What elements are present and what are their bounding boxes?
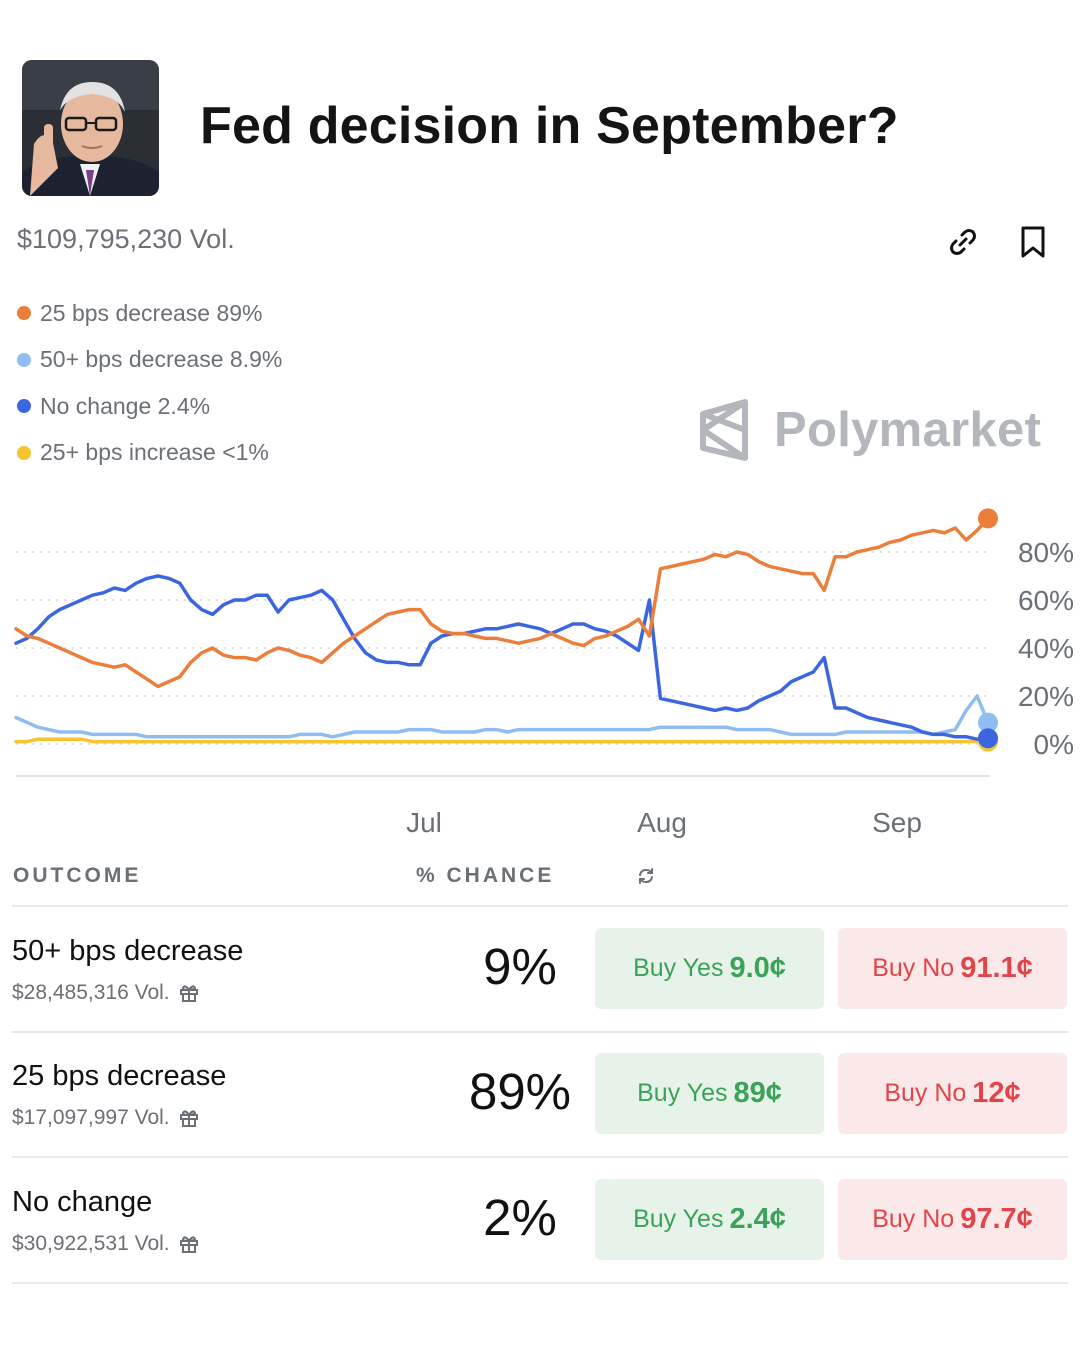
outcome-name: 25 bps decrease (12, 1060, 227, 1092)
refresh-icon (639, 868, 653, 884)
buy-yes-button[interactable]: Buy Yes 2.4¢ (595, 1179, 824, 1260)
series-line (14, 694, 990, 739)
legend-label: 50+ bps decrease 8.9% (40, 346, 283, 373)
refresh-button[interactable] (628, 858, 664, 894)
link-icon (950, 229, 976, 255)
series-end-dot (978, 728, 998, 749)
buy-yes-price: 2.4¢ (729, 1203, 786, 1235)
legend-label: No change 2.4% (40, 392, 211, 419)
outcome-row: 25 bps decrease $17,097,997 Vol. 89% Buy… (0, 1032, 1080, 1157)
page-title: Fed decision in September? (200, 97, 899, 155)
outcome-volume-text: $17,097,997 Vol. (12, 1106, 170, 1129)
series-end-dot (978, 712, 998, 733)
table-divider (12, 905, 1068, 907)
legend-item: No change 2.4% (17, 383, 282, 430)
outcome-volume: $17,097,997 Vol. (12, 1106, 199, 1130)
polymarket-logo-icon (700, 399, 748, 461)
gift-icon[interactable] (179, 1234, 199, 1254)
buy-yes-label: Buy Yes (633, 1205, 724, 1233)
outcome-volume: $30,922,531 Vol. (12, 1232, 199, 1256)
gift-icon[interactable] (179, 983, 199, 1003)
outcome-volume: $28,485,316 Vol. (12, 981, 199, 1005)
outcome-row: No change $30,922,531 Vol. 2% Buy Yes 2.… (0, 1158, 1080, 1283)
gift-icon[interactable] (179, 1108, 199, 1128)
buy-yes-price: 89¢ (733, 1077, 782, 1109)
outcome-volume-text: $28,485,316 Vol. (12, 981, 170, 1004)
buy-no-button[interactable]: Buy No 12¢ (838, 1053, 1067, 1134)
legend-dot (17, 445, 31, 460)
buy-no-label: Buy No (872, 954, 955, 982)
outcome-column-header: OUTCOME (13, 864, 142, 887)
outcome-name: 50+ bps decrease (12, 935, 244, 967)
market-volume: $109,795,230 Vol. (17, 224, 235, 254)
legend-item: 50+ bps decrease 8.9% (17, 337, 282, 384)
x-tick-label: Jul (406, 807, 442, 838)
legend-item: 25+ bps increase <1% (17, 430, 282, 477)
copy-link-button[interactable] (943, 222, 983, 262)
chart-legend: 25 bps decrease 89% 50+ bps decrease 8.9… (17, 290, 282, 476)
buy-yes-price: 9.0¢ (729, 952, 786, 984)
outcome-name: No change (12, 1186, 153, 1218)
outcome-volume-text: $30,922,531 Vol. (12, 1232, 170, 1255)
table-divider (12, 1031, 1068, 1033)
table-divider (12, 1156, 1068, 1158)
outcome-chance: 89% (468, 1063, 572, 1120)
buy-yes-button[interactable]: Buy Yes 9.0¢ (595, 928, 824, 1009)
y-tick-label: 60% (1018, 585, 1074, 616)
outcome-chance: 2% (483, 1189, 557, 1246)
x-tick-label: Aug (637, 807, 687, 838)
y-tick-label: 40% (1018, 633, 1074, 664)
table-divider (12, 1282, 1068, 1284)
outcome-chance: 9% (483, 938, 557, 995)
outcome-row: 50+ bps decrease $28,485,316 Vol. 9% Buy… (0, 907, 1080, 1032)
buy-yes-label: Buy Yes (633, 954, 724, 982)
legend-label: 25 bps decrease 89% (40, 299, 263, 326)
y-tick-label: 0% (1034, 729, 1074, 760)
buy-no-button[interactable]: Buy No 97.7¢ (838, 1179, 1067, 1260)
series-end-dot (978, 508, 998, 529)
bookmark-button[interactable] (1013, 222, 1053, 262)
series-line (14, 737, 990, 744)
legend-dot (17, 352, 31, 367)
buy-no-price: 91.1¢ (960, 952, 1033, 984)
buy-no-label: Buy No (872, 1205, 955, 1233)
buy-no-price: 12¢ (972, 1077, 1021, 1109)
legend-label: 25+ bps increase <1% (40, 439, 269, 466)
chance-column-header: % CHANCE (416, 864, 555, 887)
market-avatar (22, 60, 159, 196)
price-history-chart[interactable]: 80% 60% 40% 20% 0% Jul Aug Sep (0, 500, 1080, 850)
bookmark-icon (1021, 226, 1045, 258)
portrait-image (22, 60, 159, 196)
polymarket-watermark: Polymarket (696, 398, 1041, 462)
y-tick-label: 20% (1018, 681, 1074, 712)
legend-dot (17, 399, 31, 414)
buy-yes-label: Buy Yes (637, 1079, 728, 1107)
series-line (14, 574, 990, 741)
buy-no-price: 97.7¢ (960, 1203, 1033, 1235)
legend-dot (17, 306, 31, 321)
legend-item: 25 bps decrease 89% (17, 290, 282, 337)
buy-no-label: Buy No (884, 1079, 967, 1107)
buy-yes-button[interactable]: Buy Yes 89¢ (595, 1053, 824, 1134)
brand-name: Polymarket (774, 403, 1042, 457)
series-line (14, 516, 990, 689)
buy-no-button[interactable]: Buy No 91.1¢ (838, 928, 1067, 1009)
y-tick-label: 80% (1018, 537, 1074, 568)
x-tick-label: Sep (872, 807, 922, 838)
